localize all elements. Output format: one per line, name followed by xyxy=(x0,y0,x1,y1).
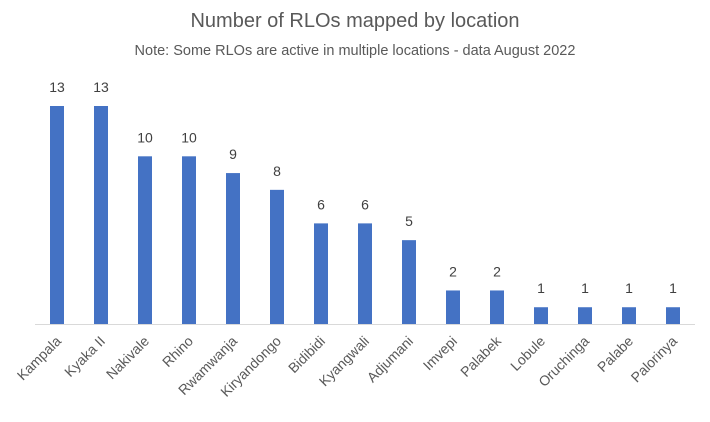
data-label: 2 xyxy=(493,263,501,279)
data-label: 13 xyxy=(93,79,109,95)
bar-palabek xyxy=(490,290,504,324)
x-tick-label: Palorinya xyxy=(628,333,681,386)
bar-kyangwali xyxy=(358,223,372,324)
bar-nakivale xyxy=(138,156,152,324)
bar-oruchinga xyxy=(578,307,592,324)
data-label: 1 xyxy=(669,280,677,296)
data-label: 6 xyxy=(361,196,369,212)
data-label: 1 xyxy=(581,280,589,296)
data-label: 9 xyxy=(229,146,237,162)
data-label: 13 xyxy=(49,79,65,95)
x-tick-label: Palabek xyxy=(457,332,505,380)
bar-lobule xyxy=(534,307,548,324)
data-label: 2 xyxy=(449,263,457,279)
bar-kampala xyxy=(50,106,64,324)
x-tick-label: Nakivale xyxy=(103,333,152,382)
data-label: 1 xyxy=(537,280,545,296)
x-tick-label: Palabe xyxy=(594,333,636,375)
data-label: 10 xyxy=(181,129,197,145)
chart-subtitle: Note: Some RLOs are active in multiple l… xyxy=(134,43,576,59)
x-tick-label: Kampala xyxy=(14,333,65,384)
data-label: 6 xyxy=(317,196,325,212)
bar-palorinya xyxy=(666,307,680,324)
bar-bidibidi xyxy=(314,223,328,324)
bar-adjumani xyxy=(402,240,416,324)
chart-title: Number of RLOs mapped by location xyxy=(190,10,520,32)
bar-rwamwanja xyxy=(226,173,240,324)
x-tick-label: Adjumani xyxy=(364,333,417,386)
data-label: 1 xyxy=(625,280,633,296)
x-tick-label: Bidibidi xyxy=(285,333,328,376)
x-tick-label: Imvepi xyxy=(420,333,460,373)
data-label: 10 xyxy=(137,129,153,145)
x-tick-label: Kyaka II xyxy=(61,333,108,380)
data-label: 5 xyxy=(405,213,413,229)
bar-rhino xyxy=(182,156,196,324)
bar-palabe xyxy=(622,307,636,324)
bar-kiryandongo xyxy=(270,189,284,324)
bar-kyaka-ii xyxy=(94,106,108,324)
x-tick-label: Rhino xyxy=(159,333,196,370)
data-label: 8 xyxy=(273,163,281,179)
bar-imvepi xyxy=(446,290,460,324)
x-tick-label: Lobule xyxy=(507,333,548,374)
